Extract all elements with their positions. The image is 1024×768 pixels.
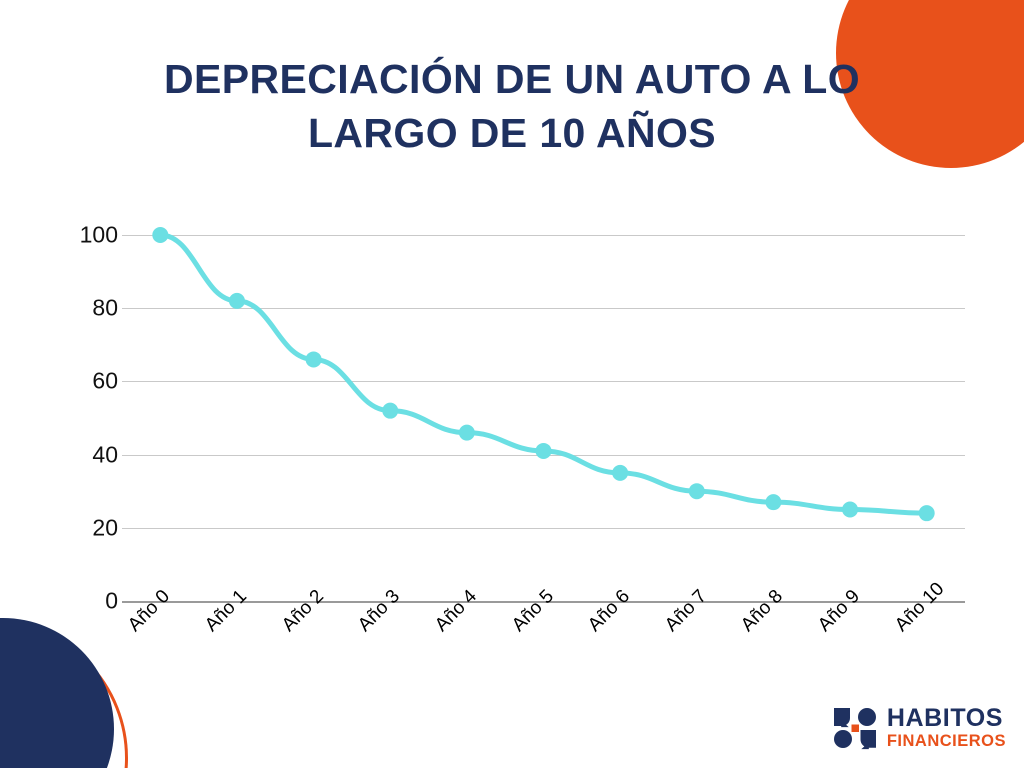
y-axis-tick-label: 40 bbox=[92, 441, 118, 468]
logo-primary-text: HABITOS bbox=[886, 704, 1004, 733]
data-point-marker bbox=[305, 351, 322, 368]
data-point-marker bbox=[228, 292, 245, 309]
gridline bbox=[122, 235, 965, 236]
gridline bbox=[122, 381, 965, 382]
gridline bbox=[122, 528, 965, 529]
x-axis-tick-label: Año 2 bbox=[277, 585, 328, 636]
y-axis-tick-label: 100 bbox=[79, 221, 118, 248]
x-axis-tick-label: Año 4 bbox=[430, 585, 481, 636]
y-axis-tick-label: 60 bbox=[92, 367, 118, 394]
data-point-marker bbox=[842, 501, 859, 518]
x-axis-tick-label: Año 10 bbox=[890, 578, 949, 636]
x-axis-tick-label: Año 6 bbox=[584, 585, 635, 636]
x-axis-tick-label: Año 0 bbox=[124, 585, 175, 636]
y-axis: 0 20 40 60 80 100 bbox=[48, 0, 118, 768]
gridline bbox=[122, 308, 965, 309]
data-point-marker bbox=[688, 483, 705, 500]
x-axis-baseline bbox=[122, 601, 965, 603]
data-point-marker bbox=[918, 505, 935, 522]
logo-wordmark: HABITOS FINANCIEROS bbox=[887, 706, 1006, 750]
speech-bubble-dots-icon bbox=[833, 708, 876, 750]
brand-logo: HABITOS FINANCIEROS bbox=[832, 706, 1006, 750]
x-axis-tick-label: Año 5 bbox=[507, 585, 558, 636]
y-axis-tick-label: 0 bbox=[105, 587, 118, 614]
data-point-marker bbox=[382, 402, 399, 419]
data-point-marker bbox=[458, 424, 475, 441]
chart-title: DEPRECIACIÓN DE UN AUTO A LO LARGO DE 10… bbox=[163, 56, 861, 157]
y-axis-tick-label: 20 bbox=[92, 514, 118, 541]
x-axis-tick-label: Año 9 bbox=[814, 585, 864, 636]
x-axis-tick-label: Año 3 bbox=[354, 585, 405, 636]
data-point-marker bbox=[535, 442, 552, 459]
x-axis-tick-label: Año 7 bbox=[660, 585, 711, 636]
y-axis-tick-label: 80 bbox=[92, 294, 118, 321]
x-axis-tick-label: Año 8 bbox=[737, 585, 788, 636]
series-line bbox=[157, 232, 930, 516]
x-axis-tick-label: Año 1 bbox=[200, 585, 251, 636]
data-point-marker bbox=[765, 494, 782, 511]
gridline bbox=[122, 455, 965, 456]
data-point-marker bbox=[612, 464, 629, 481]
logo-mark-icon bbox=[832, 706, 878, 750]
logo-secondary-text: FINANCIEROS bbox=[886, 732, 1006, 751]
